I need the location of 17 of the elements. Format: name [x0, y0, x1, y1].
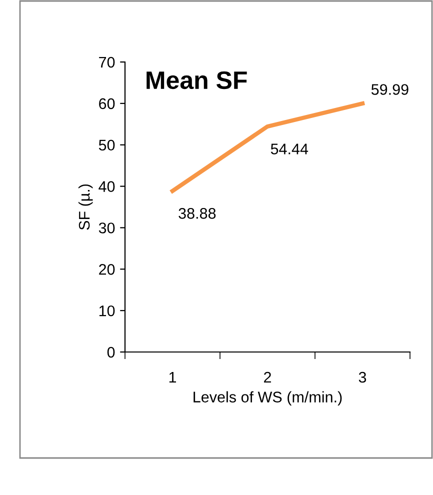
- y-axis-title: SF (µ.): [78, 184, 93, 230]
- data-label: 59.99: [371, 84, 408, 95]
- data-label: 38.88: [178, 208, 216, 219]
- x-tick-label: 3: [358, 372, 366, 383]
- y-tick-label: 70: [99, 56, 115, 68]
- y-tick-label: 0: [107, 346, 115, 358]
- x-tick-label: 1: [169, 372, 176, 383]
- x-axis-title: Levels of WS (m/min.): [194, 391, 342, 406]
- data-label: 54.44: [270, 144, 308, 154]
- chart-title: Mean SF: [146, 71, 247, 90]
- x-tick-label: 2: [264, 372, 271, 383]
- y-tick-label: 30: [98, 222, 115, 234]
- y-tick-label: 20: [99, 264, 115, 275]
- y-tick-label: 10: [99, 305, 115, 316]
- y-tick-label: 60: [99, 98, 115, 110]
- y-tick-label: 50: [98, 140, 115, 151]
- y-tick-label: 40: [98, 181, 115, 192]
